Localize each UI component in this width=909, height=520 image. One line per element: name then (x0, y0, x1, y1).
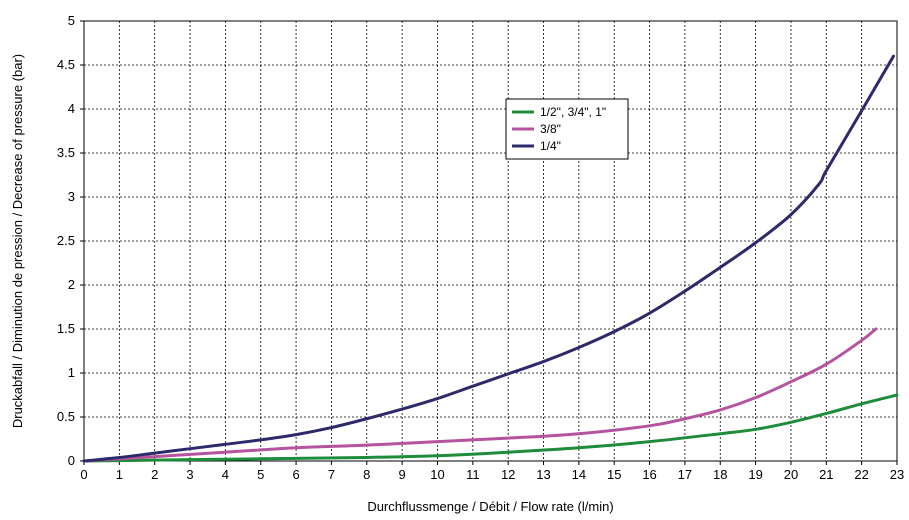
x-tick-label: 6 (292, 467, 299, 482)
x-tick-label: 21 (819, 467, 833, 482)
legend-entry-label: 1/4" (540, 139, 561, 153)
y-tick-label: 1.5 (57, 321, 75, 336)
x-tick-label: 10 (430, 467, 444, 482)
x-tick-label: 14 (572, 467, 586, 482)
x-tick-label: 13 (536, 467, 550, 482)
data-series (82, 54, 899, 463)
y-axis-title: Druckabfall / Diminution de pression / D… (10, 54, 25, 428)
x-tick-label: 12 (501, 467, 515, 482)
x-tick-label: 8 (363, 467, 370, 482)
axes: 0 1 2 3 4 5 6 7 8 9 10 11 12 13 14 15 16 17 18 19 20 21 22 2300… (57, 13, 904, 482)
x-tick-label: 7 (328, 467, 335, 482)
x-tick-label: 11 (466, 467, 480, 482)
grid-lines (84, 21, 897, 461)
x-tick-label: 4 (222, 467, 229, 482)
x-tick-label: 23 (890, 467, 904, 482)
x-tick-label: 20 (784, 467, 798, 482)
y-tick-label: 0 (68, 453, 75, 468)
x-tick-label: 5 (257, 467, 264, 482)
x-tick-label: 3 (186, 467, 193, 482)
y-tick-label: 4.5 (57, 57, 75, 72)
y-tick-label: 0.5 (57, 409, 75, 424)
x-tick-label: 2 (151, 467, 158, 482)
x-tick-label: 19 (748, 467, 762, 482)
plot-frame (83, 20, 898, 462)
y-tick-label: 5 (68, 13, 75, 28)
legend-entry-label: 3/8" (540, 122, 561, 136)
x-tick-label: 0 (80, 467, 87, 482)
x-tick-label: 9 (399, 467, 406, 482)
y-tick-label: 2 (68, 277, 75, 292)
y-tick-label: 3 (68, 189, 75, 204)
x-tick-label: 18 (713, 467, 727, 482)
y-tick-label: 4 (68, 101, 75, 116)
x-axis-title: Durchflussmenge / Débit / Flow rate (l/m… (367, 499, 613, 514)
series-line-3 (82, 54, 895, 463)
y-tick-label: 2.5 (57, 233, 75, 248)
series-line-1 (82, 393, 899, 463)
y-tick-label: 1 (68, 365, 75, 380)
x-tick-label: 15 (607, 467, 621, 482)
x-tick-label: 16 (642, 467, 656, 482)
x-tick-label: 17 (678, 467, 692, 482)
x-tick-label: 1 (116, 467, 123, 482)
legend: 1/2", 3/4", 1" 3/8" 1/4" (505, 98, 629, 160)
y-tick-label: 3.5 (57, 145, 75, 160)
x-tick-label: 22 (854, 467, 868, 482)
legend-entry-label: 1/2", 3/4", 1" (540, 105, 606, 119)
series-line-2 (82, 327, 878, 463)
